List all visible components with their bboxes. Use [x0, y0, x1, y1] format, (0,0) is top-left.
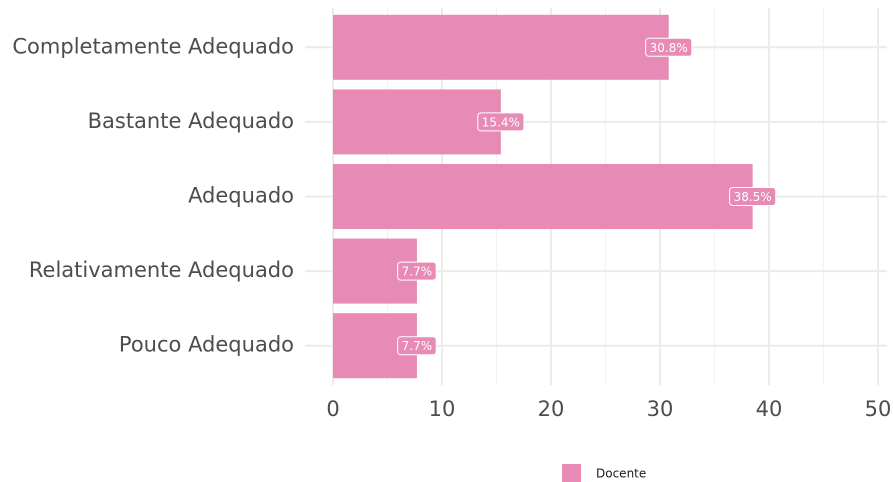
bar: [333, 164, 753, 229]
x-tick-label: 40: [756, 397, 783, 421]
bar: [333, 14, 669, 80]
value-label-box: [729, 187, 777, 206]
value-label-box: [645, 37, 693, 57]
bar: [333, 89, 501, 155]
y-tick-label: Pouco Adequado: [119, 333, 294, 357]
y-tick-label: Adequado: [188, 184, 294, 208]
x-tick-label: 20: [538, 397, 565, 421]
x-tick-label: 10: [429, 397, 456, 421]
value-label: 38.5%: [734, 190, 772, 204]
value-label-box: [397, 336, 437, 356]
value-label: 7.7%: [402, 265, 433, 279]
x-tick-label: 50: [865, 397, 892, 421]
x-tick-label: 0: [326, 397, 339, 421]
value-label-box: [397, 261, 437, 281]
legend-swatch: [562, 464, 581, 482]
y-tick-label: Relativamente Adequado: [29, 258, 294, 282]
legend-label: Docente: [596, 467, 646, 481]
value-label: 30.8%: [650, 41, 688, 55]
x-tick-label: 30: [647, 397, 674, 421]
value-label-box: [477, 112, 525, 132]
y-tick-label: Completamente Adequado: [12, 34, 294, 58]
value-label: 15.4%: [482, 115, 520, 129]
value-label: 7.7%: [402, 339, 433, 353]
y-tick-label: Bastante Adequado: [88, 109, 294, 133]
